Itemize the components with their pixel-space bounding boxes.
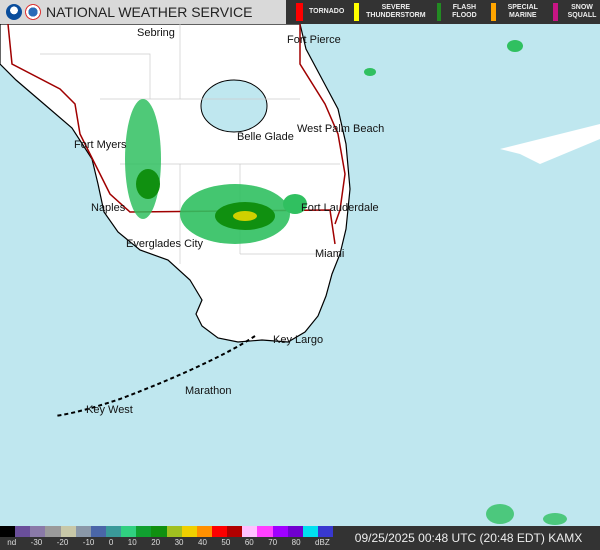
- city-label: Fort Lauderdale: [301, 202, 379, 214]
- header-branding: NATIONAL WEATHER SERVICE: [0, 0, 286, 24]
- colorbar-segment: [30, 526, 46, 537]
- colorbar-segment: [0, 526, 16, 537]
- warning-swatch: [436, 3, 442, 21]
- colorbar-segment: [242, 526, 258, 537]
- colorbar-tick-label: 40: [198, 538, 207, 547]
- colorbar-segment: [166, 526, 182, 537]
- colorbar-tick-label: 50: [221, 538, 231, 547]
- colorbar-tick-label: 30: [174, 538, 184, 547]
- colorbar-segment: [196, 526, 212, 537]
- colorbar-segment: [257, 526, 273, 537]
- colorbar-segment: [60, 526, 76, 537]
- colorbar-segment: [75, 526, 91, 537]
- colorbar-segment: [181, 526, 197, 537]
- city-label: West Palm Beach: [297, 123, 385, 135]
- colorbar-tick-label: -30: [30, 538, 43, 547]
- colorbar-segment: [121, 526, 137, 537]
- city-label: Marathon: [185, 385, 232, 397]
- colorbar-tick-label: 10: [127, 538, 137, 547]
- colorbar-segment: [302, 526, 318, 537]
- radar-echoes: [125, 40, 567, 525]
- warning-label: SEVERE THUNDERSTORM: [366, 4, 426, 19]
- colorbar-tick-label: dBZ: [315, 538, 330, 547]
- warning-label: SNOW SQUALL: [567, 4, 597, 19]
- city-label: Belle Glade: [237, 131, 294, 143]
- timestamp: 09/25/2025 00:48 UTC (20:48 EDT) KAMX: [337, 526, 600, 550]
- colorbar-tick-label: -10: [82, 538, 95, 547]
- warning-swatch: [354, 3, 360, 21]
- colorbar-tick-label: 70: [268, 538, 278, 547]
- warning-swatch: [491, 3, 497, 21]
- colorbar-tick-label: 0: [108, 538, 114, 547]
- warning-swatch: [553, 3, 559, 21]
- colorbar-segment: [211, 526, 228, 537]
- colorbar-segment: [105, 526, 122, 537]
- colorbar-segment: [272, 526, 288, 537]
- warning-key: SNOW SQUALL: [553, 3, 600, 21]
- reflectivity-colorbar: nd -30 -20 -10 0 10 20 30 40 50 60 70 80 dBZ: [0, 526, 337, 550]
- colorbar-tick-label: nd: [7, 538, 17, 547]
- colorbar-segment: [90, 526, 106, 537]
- city-label: Fort Pierce: [287, 34, 341, 46]
- colorbar-segment: [227, 526, 243, 537]
- page-title: NATIONAL WEATHER SERVICE: [46, 4, 253, 20]
- colorbar-segment: [45, 526, 61, 537]
- colorbar-segment: [151, 526, 167, 537]
- city-label: Naples: [91, 202, 126, 214]
- bahamas-land: [500, 124, 600, 164]
- city-label: Key Largo: [273, 334, 324, 346]
- noaa-logo-icon: [6, 4, 22, 20]
- nws-logo-icon: [25, 4, 41, 20]
- warning-label: TORNADO: [309, 8, 345, 15]
- warning-key: FLASH FLOOD: [436, 3, 482, 21]
- warning-label: FLASH FLOOD: [452, 4, 477, 19]
- radar-map[interactable]: [0, 24, 600, 526]
- city-label: Miami: [315, 248, 345, 260]
- florida-keys: [54, 335, 256, 417]
- warning-swatch: [296, 3, 303, 21]
- colorbar-tick-label: 60: [244, 538, 254, 547]
- colorbar-tick-label: 20: [151, 538, 161, 547]
- colorbar-tick-label: -20: [56, 538, 69, 547]
- warning-key: SEVERE THUNDERSTORM: [354, 3, 426, 21]
- warning-key: TORNADO: [296, 3, 344, 21]
- colorbar-segment: [317, 526, 334, 537]
- colorbar-segment: [136, 526, 152, 537]
- warning-label: SPECIAL MARINE: [507, 4, 538, 19]
- lake-okeechobee: [200, 79, 268, 133]
- warning-key: SPECIAL MARINE: [491, 3, 543, 21]
- warning-legend: TORNADO SEVERE THUNDERSTORM FLASH FLOOD SPE…: [286, 0, 600, 24]
- city-label: Key West: [86, 404, 133, 416]
- city-label: Fort Myers: [74, 139, 127, 151]
- city-label: Sebring: [137, 27, 175, 39]
- colorbar-segment: [15, 526, 31, 537]
- city-label: Everglades City: [126, 238, 204, 250]
- colorbar-segment: [287, 526, 303, 537]
- colorbar-tick-label: 80: [291, 538, 301, 547]
